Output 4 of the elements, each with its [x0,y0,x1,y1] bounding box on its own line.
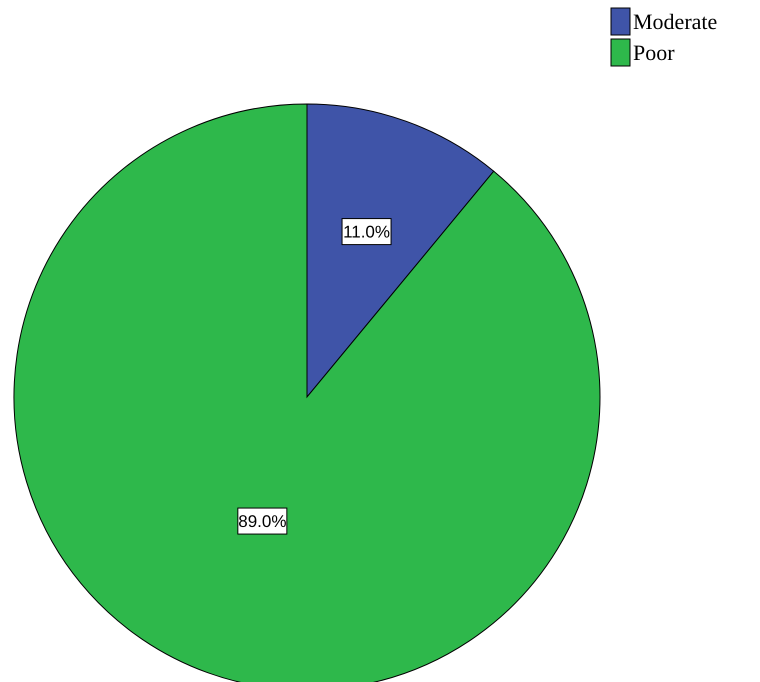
legend-label: Moderate [633,9,718,34]
legend-label: Poor [633,40,676,65]
data-label: 89.0% [238,512,286,532]
data-label: 11.0% [343,222,390,242]
